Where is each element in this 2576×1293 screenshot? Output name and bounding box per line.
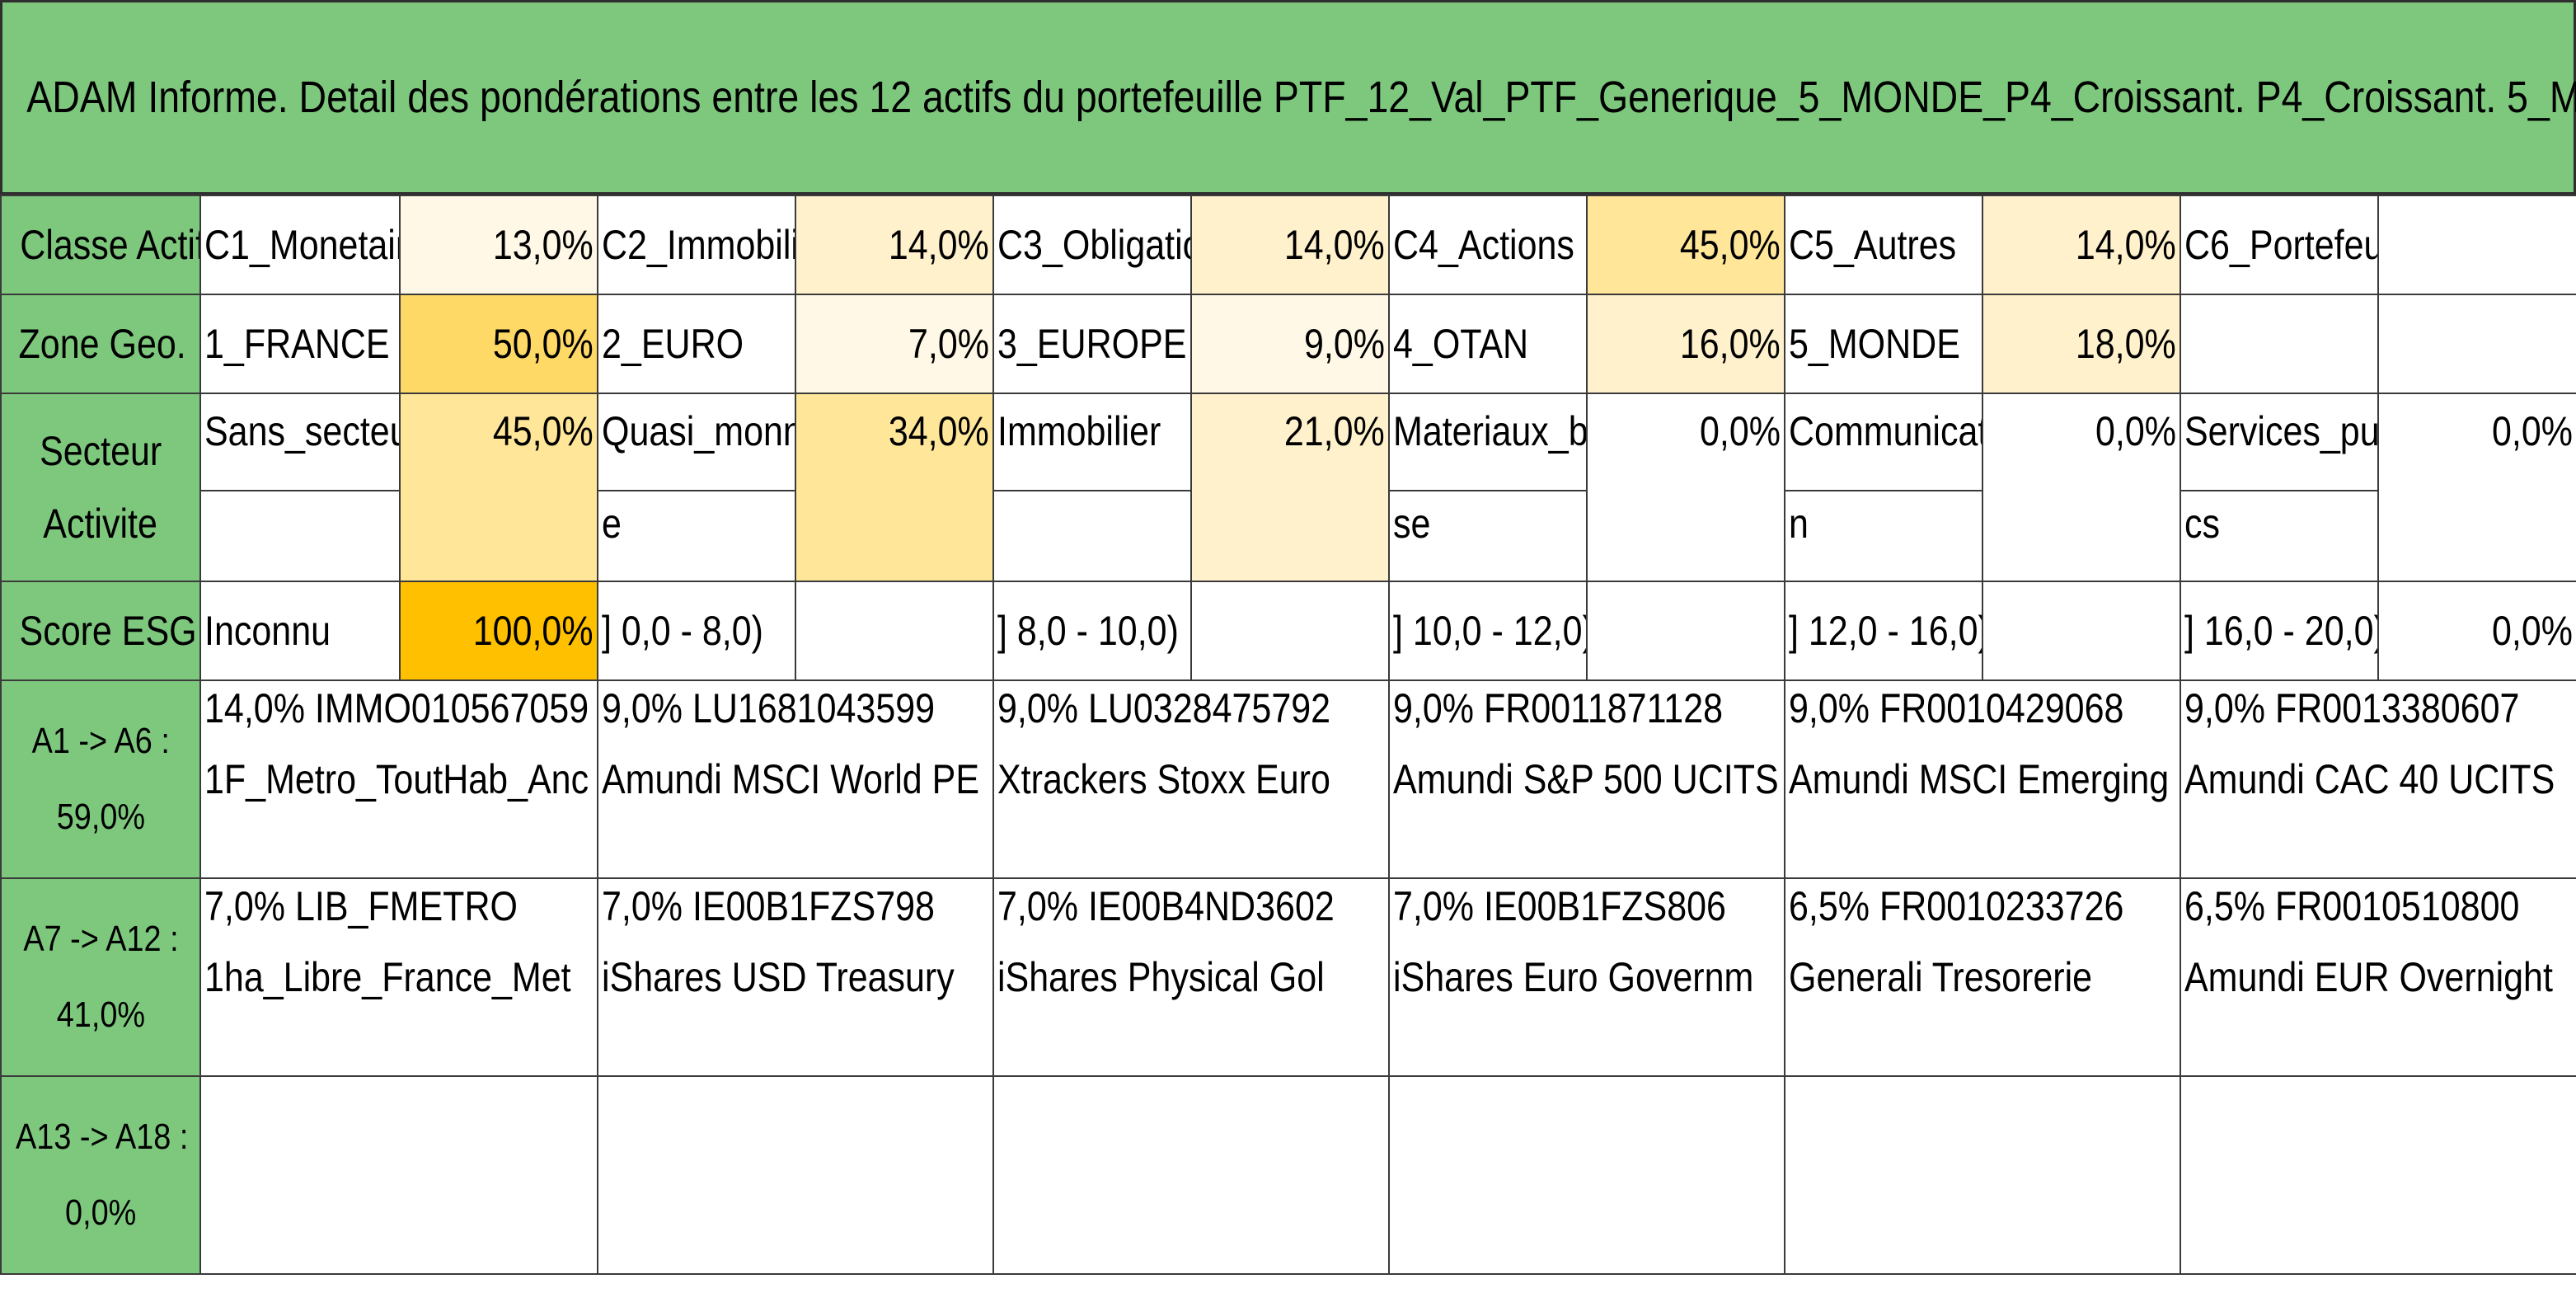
sector-pct: 45,0% xyxy=(399,393,598,582)
sector-name: Communicatio xyxy=(1784,393,1983,491)
row-secteur-cont: e se n cs xyxy=(1,490,2576,582)
esg-range: ] 8,0 - 10,0) xyxy=(992,581,1192,681)
zone-pct: 16,0% xyxy=(1586,294,1785,394)
sector-name-cont xyxy=(199,490,401,582)
sector-pct: 21,0% xyxy=(1190,393,1390,582)
report-title: ADAM Informe. Detail des pondérations en… xyxy=(26,73,2576,122)
sector-name: Services_publi xyxy=(2180,393,2379,491)
sector-pct: 34,0% xyxy=(795,393,994,582)
class-pct: 13,0% xyxy=(399,195,598,295)
asset-cell: 7,0% IE00B1FZS798 iShares USD Treasury xyxy=(597,877,994,1077)
esg-pct xyxy=(1586,581,1785,681)
asset-cell: 7,0% LIB_FMETRO 1ha_Libre_France_Met xyxy=(199,877,598,1077)
esg-pct xyxy=(1190,581,1390,681)
row-label-secteur: Secteur Activite xyxy=(0,393,201,582)
row-label-assets: A1 -> A6 : 59,0% xyxy=(0,679,201,879)
zone-pct: 18,0% xyxy=(1982,294,2181,394)
asset-cell: 6,5% FR0010510800 Amundi EUR Overnight xyxy=(2180,877,2576,1077)
sector-name-cont: se xyxy=(1388,490,1588,582)
asset-cell xyxy=(199,1075,598,1275)
sector-name-cont: e xyxy=(597,490,796,582)
zone-name xyxy=(2180,294,2379,394)
sector-pct: 0,0% xyxy=(2377,393,2576,582)
zone-name: 5_MONDE xyxy=(1784,294,1983,394)
weights-table: Classe Actif C1_Monetaire 13,0% C2_Immob… xyxy=(0,195,2576,1275)
esg-pct xyxy=(1982,581,2181,681)
row-assets-a1-a6: A1 -> A6 : 59,0% 14,0% IMMO010567059 1F_M… xyxy=(0,679,2576,879)
esg-range: ] 10,0 - 12,0) xyxy=(1388,581,1588,681)
asset-cell: 9,0% LU1681043599 Amundi MSCI World PE xyxy=(597,679,994,879)
esg-range: ] 0,0 - 8,0) xyxy=(597,581,796,681)
asset-cell: 9,0% FR0010429068 Amundi MSCI Emerging xyxy=(1784,679,2181,879)
esg-pct: 100,0% xyxy=(399,581,598,681)
row-assets-a7-a12: A7 -> A12 : 41,0% 7,0% LIB_FMETRO 1ha_Lib… xyxy=(0,877,2576,1077)
row-zone-geo: Zone Geo. 1_FRANCE 50,0% 2_EURO 7,0% 3_E… xyxy=(0,294,2576,394)
row-label-score-esg: Score ESG xyxy=(0,581,201,681)
sector-pct: 0,0% xyxy=(1982,393,2181,582)
zone-pct: 50,0% xyxy=(399,294,598,394)
esg-range: Inconnu xyxy=(199,581,401,681)
asset-cell: 9,0% LU0328475792 Xtrackers Stoxx Euro xyxy=(992,679,1390,879)
asset-cell xyxy=(992,1075,1390,1275)
class-name: C6_Portefeuille xyxy=(2180,195,2379,295)
sector-name: Immobilier xyxy=(992,393,1192,491)
asset-cell: 7,0% IE00B4ND3602 iShares Physical Gol xyxy=(992,877,1390,1077)
row-secteur: Secteur Activite Sans_secteur 45,0% Quas… xyxy=(0,393,2576,582)
sector-name: Sans_secteur xyxy=(199,393,401,491)
row-score-esg: Score ESG Inconnu 100,0% ] 0,0 - 8,0) ] … xyxy=(0,581,2576,681)
title-bar: ADAM Informe. Detail des pondérations en… xyxy=(0,0,2576,195)
class-pct: 14,0% xyxy=(1982,195,2181,295)
sector-name-cont: n xyxy=(1784,490,1983,582)
sector-pct: 0,0% xyxy=(1586,393,1785,582)
asset-cell xyxy=(597,1075,994,1275)
sector-name: Quasi_monnai xyxy=(597,393,796,491)
class-pct: 14,0% xyxy=(1190,195,1390,295)
esg-range: ] 16,0 - 20,0) xyxy=(2180,581,2379,681)
asset-cell: 9,0% FR0013380607 Amundi CAC 40 UCITS xyxy=(2180,679,2576,879)
row-label-assets: A7 -> A12 : 41,0% xyxy=(0,877,201,1077)
asset-cell xyxy=(1388,1075,1785,1275)
esg-pct xyxy=(795,581,994,681)
class-pct: 14,0% xyxy=(795,195,994,295)
row-classe-actif: Classe Actif C1_Monetaire 13,0% C2_Immob… xyxy=(0,195,2576,295)
class-pct: 45,0% xyxy=(1586,195,1785,295)
zone-name: 1_FRANCE xyxy=(199,294,401,394)
zone-name: 3_EUROPE xyxy=(992,294,1192,394)
zone-pct: 7,0% xyxy=(795,294,994,394)
class-pct xyxy=(2377,195,2576,295)
row-label-classe-actif: Classe Actif xyxy=(0,195,201,295)
sector-name-cont xyxy=(992,490,1192,582)
class-name: C1_Monetaire xyxy=(199,195,401,295)
zone-pct xyxy=(2377,294,2576,394)
sector-name-cont: cs xyxy=(2180,490,2379,582)
asset-cell: 14,0% IMMO010567059 1F_Metro_ToutHab_Anc xyxy=(199,679,598,879)
row-label-zone-geo: Zone Geo. xyxy=(0,294,201,394)
zone-pct: 9,0% xyxy=(1190,294,1390,394)
class-name: C4_Actions xyxy=(1388,195,1588,295)
zone-name: 4_OTAN xyxy=(1388,294,1588,394)
row-label-assets: A13 -> A18 : 0,0% xyxy=(0,1075,201,1275)
class-name: C5_Autres xyxy=(1784,195,1983,295)
class-name: C3_Obligations xyxy=(992,195,1192,295)
esg-range: ] 12,0 - 16,0) xyxy=(1784,581,1983,681)
asset-cell: 9,0% FR0011871128 Amundi S&P 500 UCITS xyxy=(1388,679,1785,879)
sector-name: Materiaux_ba xyxy=(1388,393,1588,491)
asset-cell xyxy=(2180,1075,2576,1275)
asset-cell: 7,0% IE00B1FZS806 iShares Euro Governm xyxy=(1388,877,1785,1077)
asset-cell xyxy=(1784,1075,2181,1275)
zone-name: 2_EURO xyxy=(597,294,796,394)
class-name: C2_Immobilier xyxy=(597,195,796,295)
row-assets-a13-a18: A13 -> A18 : 0,0% xyxy=(0,1075,2576,1275)
esg-pct: 0,0% xyxy=(2377,581,2576,681)
asset-cell: 6,5% FR0010233726 Generali Tresorerie xyxy=(1784,877,2181,1077)
